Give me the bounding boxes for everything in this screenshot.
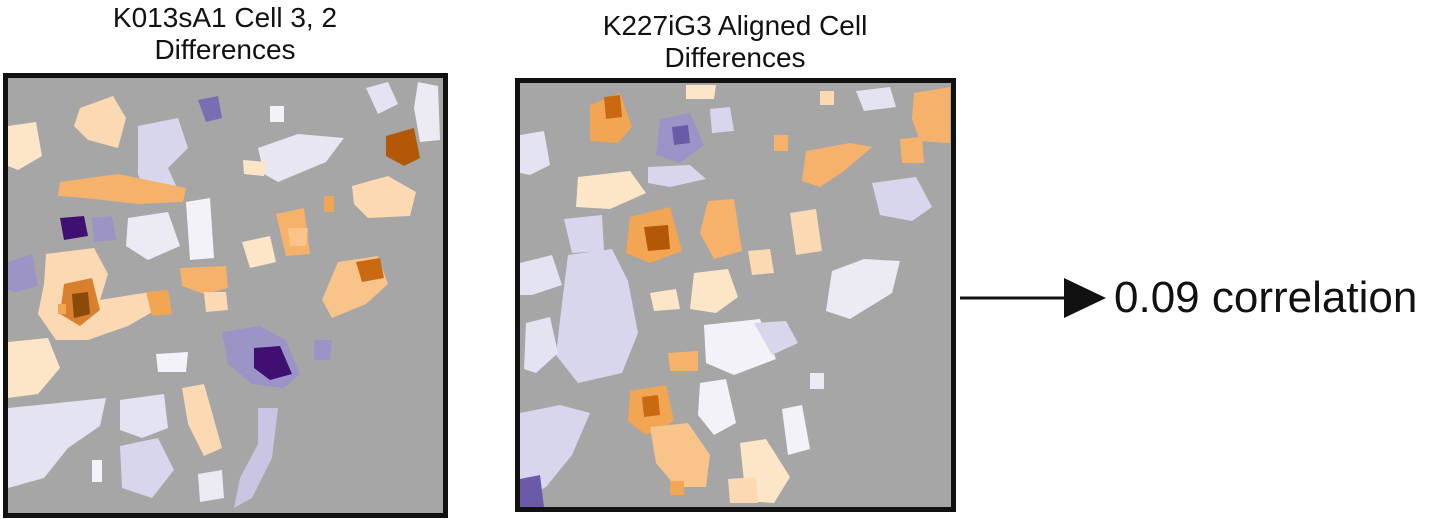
blob	[648, 165, 706, 187]
blob	[668, 351, 698, 371]
blob	[186, 198, 214, 260]
blob	[314, 340, 332, 360]
blob	[576, 171, 646, 209]
blob	[698, 379, 736, 435]
left-blobs	[8, 82, 440, 508]
right-blobs	[520, 85, 950, 507]
blob	[198, 470, 224, 502]
blob	[8, 122, 42, 170]
blob	[650, 289, 680, 311]
blob	[324, 196, 334, 212]
right-heatmap	[515, 78, 956, 512]
blob	[774, 135, 788, 151]
blob	[704, 319, 776, 375]
right-title-line2: Differences	[664, 42, 806, 73]
blob	[650, 423, 710, 487]
blob	[356, 258, 384, 282]
blob	[826, 259, 900, 319]
blob	[156, 352, 188, 372]
left-heatmap-canvas	[8, 82, 440, 508]
blob	[8, 338, 60, 398]
blob	[182, 384, 222, 456]
left-panel-title: K013sA1 Cell 3, 2 Differences	[70, 2, 380, 66]
right-title-line1: K227iG3 Aligned Cell	[602, 10, 868, 41]
blob	[520, 131, 550, 175]
blob	[556, 249, 638, 383]
blob	[672, 125, 690, 145]
blob	[690, 269, 738, 313]
blob	[74, 96, 126, 148]
blob	[820, 91, 834, 105]
blob	[810, 373, 824, 389]
left-title-line1: K013sA1 Cell 3, 2	[112, 2, 338, 33]
blob	[242, 236, 276, 268]
blob	[126, 212, 180, 260]
blob	[414, 82, 440, 142]
blob	[748, 249, 774, 275]
blob	[366, 82, 398, 114]
blob	[642, 395, 660, 417]
right-heatmap-canvas	[520, 85, 950, 507]
blob	[912, 87, 950, 143]
blob	[802, 143, 872, 187]
blob	[700, 199, 742, 259]
blob	[520, 255, 562, 295]
arrow-right-icon	[960, 278, 1106, 318]
blob	[644, 225, 670, 251]
blob	[180, 266, 228, 294]
blob	[564, 215, 604, 253]
blob	[524, 317, 558, 373]
blob	[258, 134, 344, 182]
blob	[58, 174, 186, 204]
blob	[120, 438, 174, 498]
blob	[686, 85, 716, 99]
blob	[120, 394, 168, 438]
blob	[58, 304, 66, 314]
blob	[790, 209, 822, 255]
blob	[782, 405, 810, 455]
blob	[8, 398, 106, 488]
blob	[8, 254, 38, 292]
blob	[138, 118, 188, 198]
correlation-label: 0.09 correlation	[1114, 273, 1418, 322]
blob	[710, 107, 734, 133]
blob	[146, 290, 172, 316]
blob	[60, 216, 88, 240]
blob	[872, 177, 932, 221]
blob	[204, 292, 228, 312]
blob	[72, 292, 90, 318]
blob	[254, 346, 292, 380]
blob	[270, 106, 284, 122]
blob	[198, 96, 222, 122]
blob	[856, 87, 896, 111]
blob	[604, 95, 622, 119]
left-title-line2: Differences	[154, 34, 296, 65]
left-heatmap	[3, 73, 448, 518]
blob	[352, 176, 416, 218]
blob	[243, 160, 266, 176]
blob	[386, 128, 420, 166]
blob	[754, 321, 798, 355]
blob	[288, 228, 308, 246]
blob	[670, 481, 684, 495]
blob	[92, 216, 116, 242]
blob	[900, 137, 924, 163]
blob	[520, 475, 544, 507]
right-panel-title: K227iG3 Aligned Cell Differences	[550, 10, 920, 74]
blob	[92, 460, 102, 482]
blob	[728, 477, 758, 503]
blob	[234, 408, 278, 508]
